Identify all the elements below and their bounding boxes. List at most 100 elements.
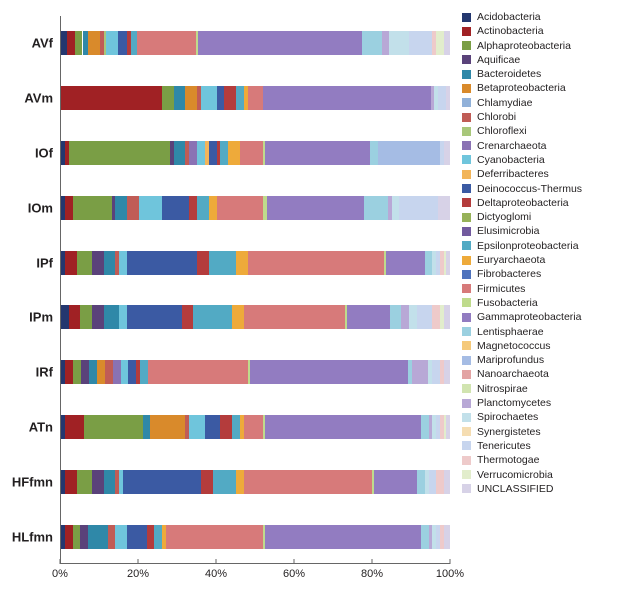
- x-tick-mark: [294, 559, 295, 564]
- bar-segment: [213, 470, 236, 494]
- bar-segment: [174, 86, 186, 110]
- legend-item: Actinobacteria: [462, 25, 622, 37]
- bar-segment: [236, 470, 244, 494]
- legend-label: Deinococcus-Thermus: [477, 183, 582, 195]
- bar-segment: [389, 31, 409, 55]
- legend-swatch: [462, 256, 471, 265]
- legend-swatch: [462, 227, 471, 236]
- bar-segment: [244, 305, 345, 329]
- bar-segment: [444, 360, 450, 384]
- legend-item: Deltaproteobacteria: [462, 197, 622, 209]
- bar-segment: [205, 415, 221, 439]
- bar-segment: [438, 196, 450, 220]
- legend-item: Crenarchaeota: [462, 140, 622, 152]
- y-axis-label: ATn: [29, 420, 53, 435]
- legend-item: UNCLASSIFIED: [462, 483, 622, 495]
- legend-label: Synergistetes: [477, 426, 541, 438]
- legend-label: Spirochaetes: [477, 411, 538, 423]
- bar-segment: [220, 141, 228, 165]
- legend-item: Magnetococcus: [462, 340, 622, 352]
- legend-item: Spirochaetes: [462, 411, 622, 423]
- legend-item: Aquificae: [462, 54, 622, 66]
- bar-segment: [113, 360, 121, 384]
- bar-segment: [220, 415, 232, 439]
- bar-segment: [444, 305, 450, 329]
- bar-segment: [119, 251, 127, 275]
- legend-swatch: [462, 341, 471, 350]
- legend-item: Alphaproteobacteria: [462, 40, 622, 52]
- bar-segment: [197, 251, 209, 275]
- bar-segment: [67, 31, 75, 55]
- bar-segment: [263, 86, 430, 110]
- legend-item: Mariprofundus: [462, 354, 622, 366]
- bar-segment: [248, 251, 384, 275]
- bar-segment: [236, 86, 244, 110]
- bar-segment: [201, 470, 213, 494]
- bar-segment: [162, 86, 174, 110]
- bar-segment: [197, 141, 205, 165]
- bar-segment: [148, 360, 247, 384]
- bar-segment: [446, 86, 450, 110]
- bar-segment: [193, 305, 232, 329]
- bar-segment: [236, 251, 248, 275]
- legend-swatch: [462, 270, 471, 279]
- bar-segment: [65, 415, 84, 439]
- y-axis-label: AVf: [32, 36, 53, 51]
- legend-swatch: [462, 113, 471, 122]
- bar-segment: [92, 470, 104, 494]
- legend-item: Deferribacteres: [462, 168, 622, 180]
- bar-segment: [182, 305, 194, 329]
- legend-label: Chloroflexi: [477, 125, 527, 137]
- legend-item: Bacteroidetes: [462, 68, 622, 80]
- bar-segment: [347, 305, 390, 329]
- legend-item: Planctomycetes: [462, 397, 622, 409]
- bar-segment: [265, 415, 421, 439]
- bar-segment: [73, 196, 112, 220]
- bar-segment: [228, 141, 240, 165]
- bar-segment: [240, 141, 263, 165]
- x-tick-label: 100%: [436, 568, 464, 580]
- legend-swatch: [462, 413, 471, 422]
- bar-segment: [401, 305, 409, 329]
- legend-swatch: [462, 27, 471, 36]
- bar-segment: [89, 360, 97, 384]
- chart-container: AVfAVmIOfIOmIPfIPmIRfATnHFfmnHLfmn 0%20%…: [0, 0, 627, 602]
- bar-segment: [209, 196, 217, 220]
- bar-row: IOm: [61, 196, 450, 220]
- bar-segment: [108, 525, 116, 549]
- legend-swatch: [462, 427, 471, 436]
- legend-label: Alphaproteobacteria: [477, 40, 571, 52]
- legend-item: Gammaproteobacteria: [462, 311, 622, 323]
- legend-swatch: [462, 327, 471, 336]
- bar-segment: [127, 251, 197, 275]
- bar-row: AVf: [61, 31, 450, 55]
- legend-swatch: [462, 470, 471, 479]
- bar-segment: [88, 31, 100, 55]
- bar-segment: [61, 305, 69, 329]
- bar-segment: [97, 360, 105, 384]
- bar-segment: [399, 196, 438, 220]
- y-axis-label: IOf: [35, 146, 53, 161]
- bar-segment: [444, 470, 450, 494]
- bar-row: IPf: [61, 251, 450, 275]
- legend-item: Fusobacteria: [462, 297, 622, 309]
- bar-segment: [432, 305, 440, 329]
- bars-area: AVfAVmIOfIOmIPfIPmIRfATnHFfmnHLfmn: [61, 16, 450, 563]
- x-tick-mark: [60, 559, 61, 564]
- bar-segment: [80, 305, 92, 329]
- bar-segment: [121, 360, 129, 384]
- legend-item: Verrucomicrobia: [462, 469, 622, 481]
- legend-label: Epsilonproteobacteria: [477, 240, 579, 252]
- legend-label: Thermotogae: [477, 454, 539, 466]
- bar-segment: [232, 305, 244, 329]
- bar-segment: [438, 86, 446, 110]
- legend-label: Firmicutes: [477, 283, 525, 295]
- bar-segment: [73, 525, 81, 549]
- legend-swatch: [462, 213, 471, 222]
- bar-row: AVm: [61, 86, 450, 110]
- y-axis-label: IOm: [28, 200, 53, 215]
- legend-item: Nitrospirae: [462, 383, 622, 395]
- bar-segment: [81, 360, 89, 384]
- bar-segment: [189, 196, 197, 220]
- bar-segment: [73, 360, 81, 384]
